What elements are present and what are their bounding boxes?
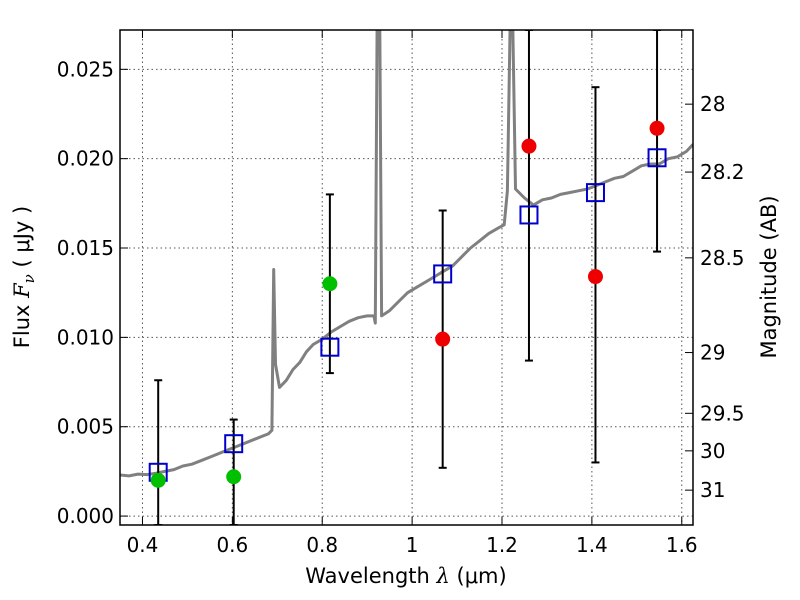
grid <box>120 30 693 525</box>
y-tick-label: 0.025 <box>57 57 114 81</box>
x-axis-title: Wavelength λ (μm) <box>305 564 506 588</box>
y-tick-label: 0.005 <box>57 415 114 439</box>
model-photometry-square <box>585 183 605 203</box>
plot-area <box>120 30 693 525</box>
axis-ticks <box>120 30 693 525</box>
green-data-point <box>226 469 242 485</box>
y2-tick-label: 28.5 <box>700 246 745 270</box>
model-photometry-square <box>519 205 539 225</box>
y2-tick-label: 28 <box>700 92 725 116</box>
y-tick-label: 0.015 <box>57 236 114 260</box>
x-tick-label: 0.4 <box>127 533 159 557</box>
plot-frame <box>119 29 694 526</box>
model-photometry-square <box>320 337 340 357</box>
tick-labels: 0.4 0.6 0.8 1 1.2 1.4 1.6 0.000 0.005 0.010 0.015 0… <box>57 57 745 557</box>
model-photometry-square <box>224 434 244 454</box>
x-tick-label: 0.6 <box>216 533 248 557</box>
x-tick-label: 1 <box>406 533 419 557</box>
y2-tick-label: 30 <box>700 439 725 463</box>
y-tick-label: 0.020 <box>57 147 114 171</box>
y-tick-label: 0.010 <box>57 325 114 349</box>
model-photometry-square <box>647 148 667 168</box>
red-data-point <box>649 120 665 136</box>
x-tick-label: 0.8 <box>306 533 338 557</box>
x-tick-label: 1.6 <box>666 533 698 557</box>
green-data-point <box>150 472 166 488</box>
x-tick-label: 1.2 <box>486 533 518 557</box>
red-data-point <box>587 269 603 285</box>
red-data-point <box>435 331 451 347</box>
x-tick-label: 1.4 <box>576 533 608 557</box>
y2-tick-label: 28.2 <box>700 160 745 184</box>
y2-tick-label: 29 <box>700 341 725 365</box>
y2-axis-title: Magnitude (AB) <box>757 195 781 358</box>
y2-tick-label: 29.5 <box>700 401 745 425</box>
data-markers <box>148 120 667 488</box>
green-data-point <box>322 276 338 292</box>
spectrum-line <box>120 30 693 478</box>
y-tick-label: 0.000 <box>57 504 114 528</box>
y-axis-title: Flux Fν ( μJy ) <box>10 206 38 348</box>
y2-tick-label: 31 <box>700 478 725 502</box>
red-data-point <box>521 138 537 154</box>
model-photometry-square <box>433 264 453 284</box>
